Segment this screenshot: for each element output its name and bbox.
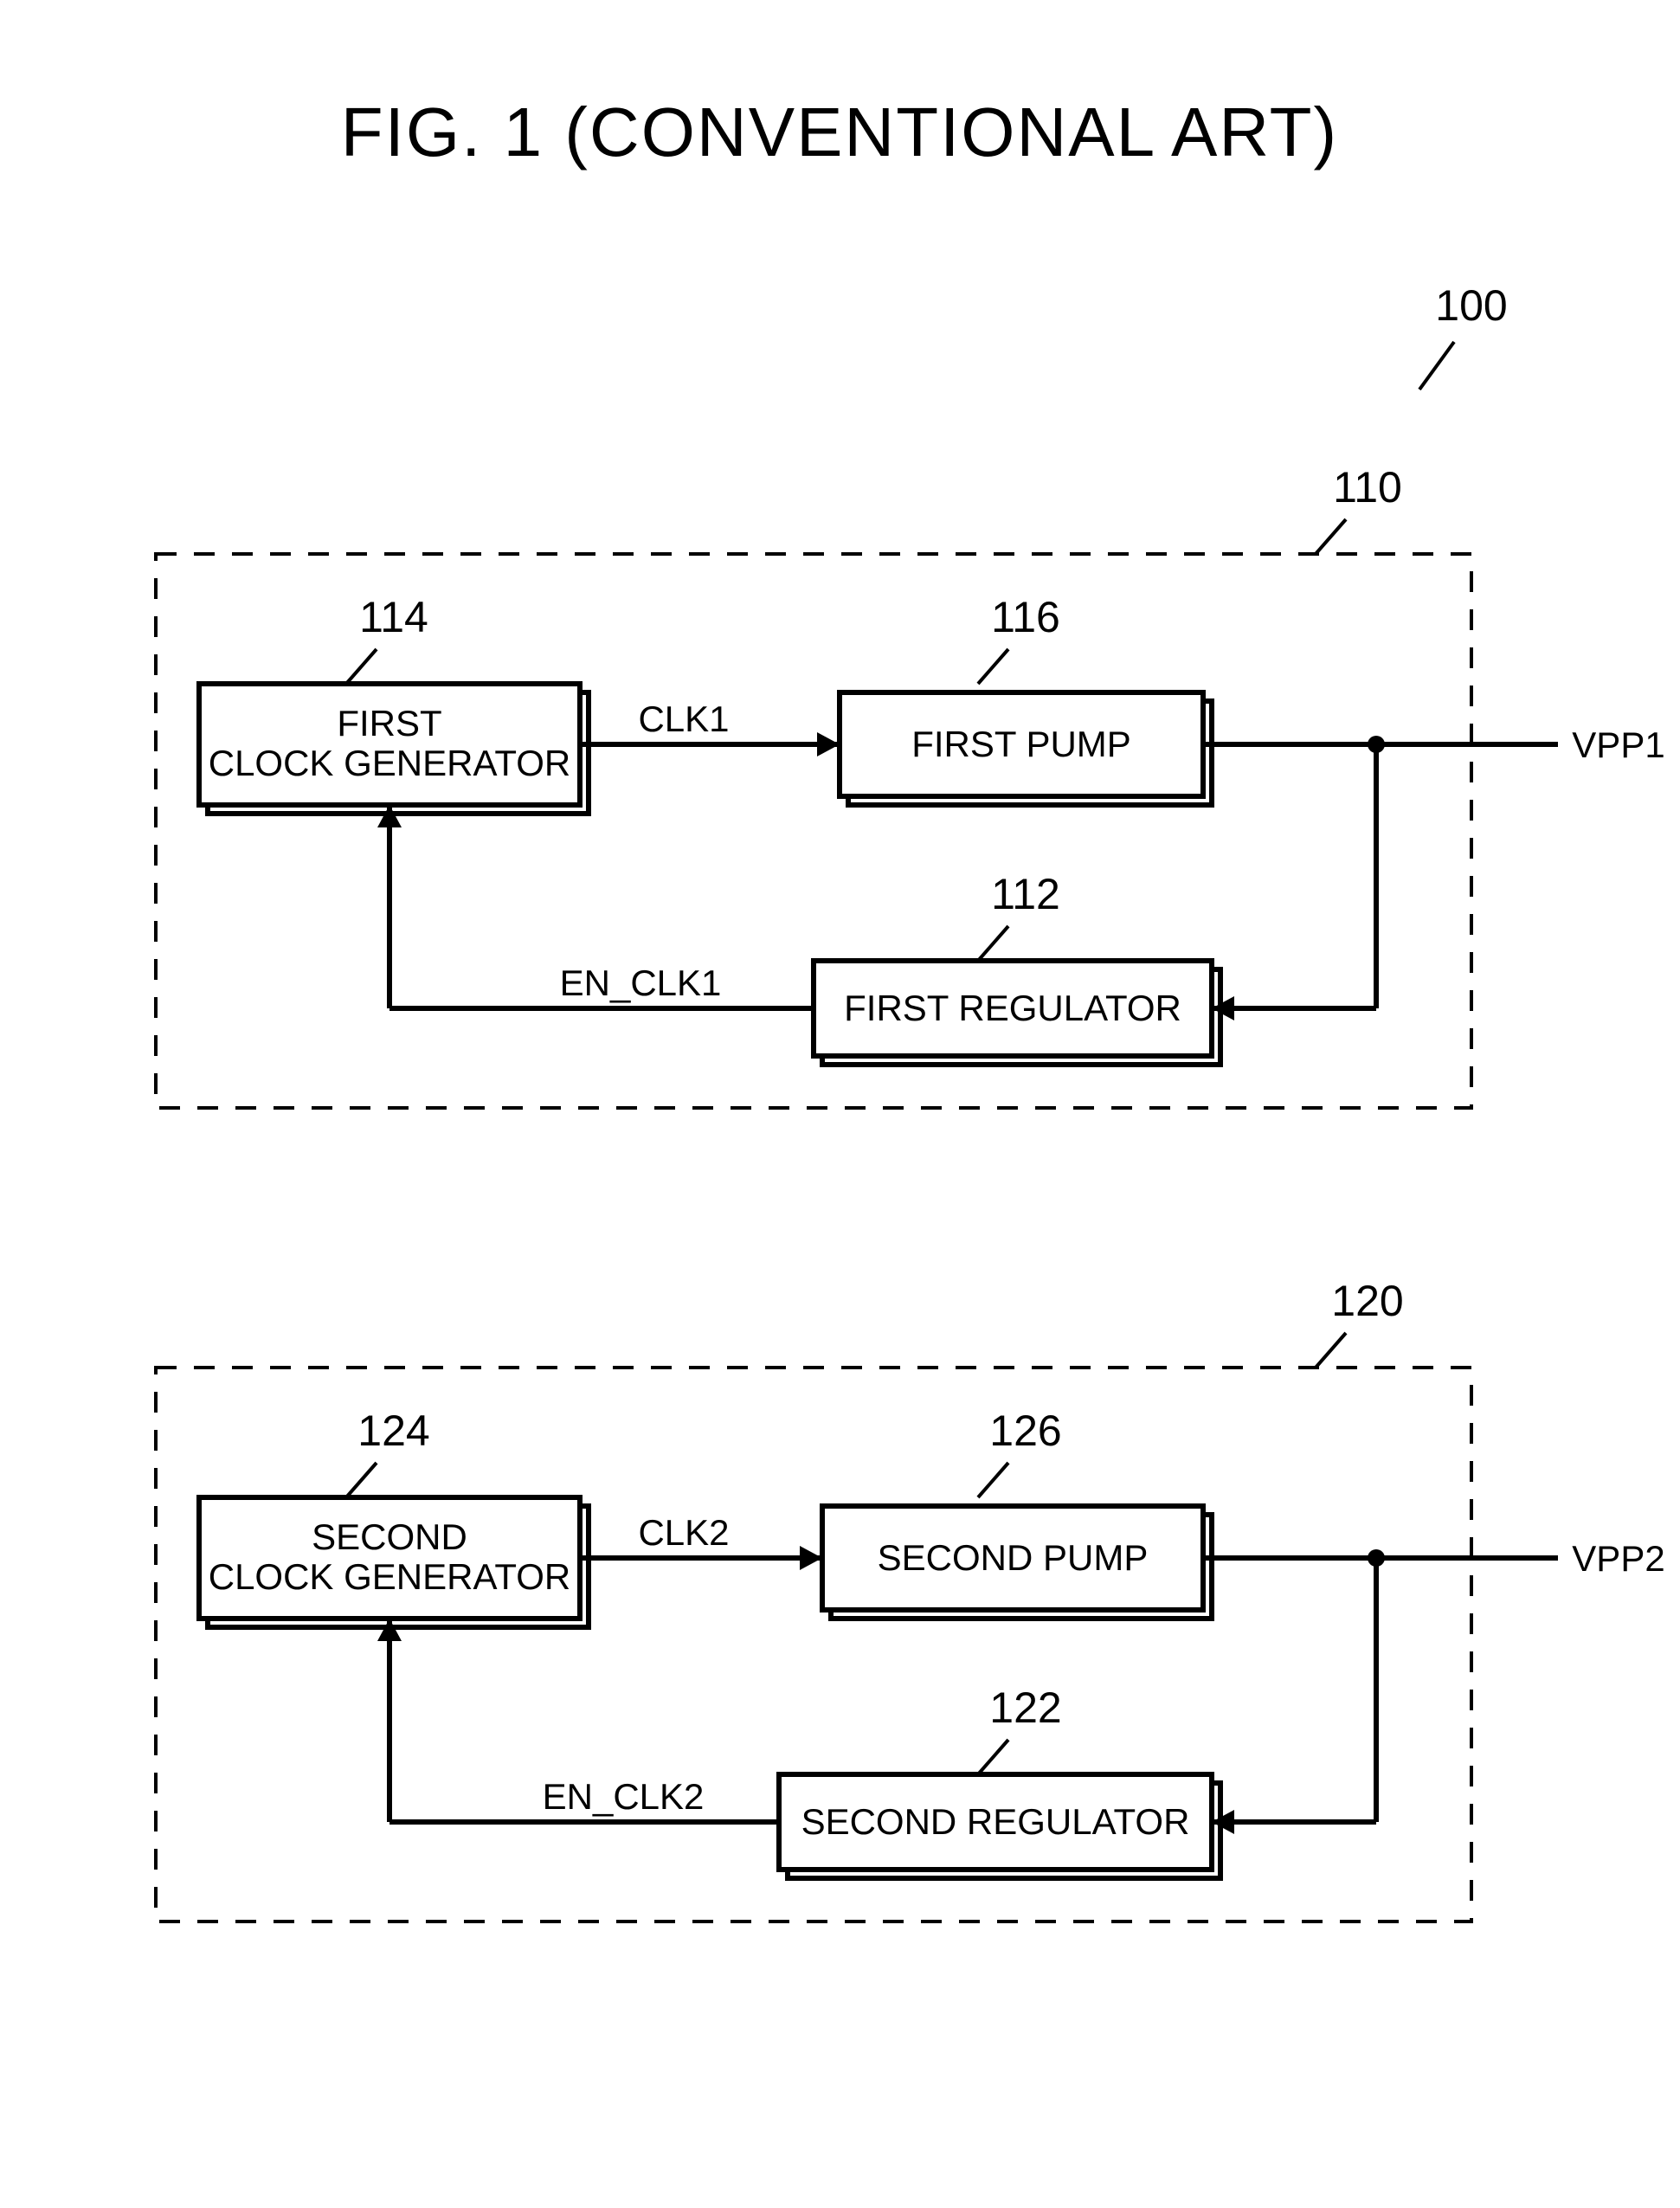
wire — [346, 649, 377, 684]
ref-pump-g2: 126 — [989, 1407, 1061, 1455]
regulator-g2-label: SECOND REGULATOR — [801, 1801, 1190, 1842]
wire — [1419, 342, 1454, 389]
wire — [978, 1740, 1008, 1774]
sig-clk-g1: CLK1 — [638, 698, 729, 739]
clock-generator-g1-label-1: FIRST — [337, 703, 441, 744]
wire — [978, 1463, 1008, 1497]
figure-title: FIG. 1 (CONVENTIONAL ART) — [341, 93, 1338, 171]
sig-en-g2: EN_CLK2 — [543, 1776, 705, 1817]
wire — [978, 649, 1008, 684]
pump-g1-label: FIRST PUMP — [911, 724, 1131, 764]
regulator-g1-label: FIRST REGULATOR — [844, 988, 1181, 1028]
clock-generator-g2-label-1: SECOND — [312, 1516, 467, 1557]
ref-regulator-g2: 122 — [989, 1683, 1061, 1732]
ref-group-g2: 120 — [1331, 1277, 1403, 1325]
sig-en-g1: EN_CLK1 — [560, 962, 722, 1003]
clock-generator-g2-label-2: CLOCK GENERATOR — [209, 1556, 571, 1597]
wire — [1316, 519, 1346, 554]
clock-generator-g1-label-2: CLOCK GENERATOR — [209, 743, 571, 783]
ref-clockgen-g1: 114 — [359, 593, 428, 641]
arrowhead — [817, 732, 840, 756]
ref-regulator-g1: 112 — [991, 870, 1060, 918]
wire — [346, 1463, 377, 1497]
sig-clk-g2: CLK2 — [638, 1512, 729, 1553]
sig-out-g1: VPP1 — [1572, 724, 1664, 765]
ref-group-g1: 110 — [1333, 463, 1402, 512]
wire — [978, 926, 1008, 961]
pump-g2-label: SECOND PUMP — [878, 1537, 1149, 1578]
ref-system: 100 — [1435, 281, 1507, 330]
ref-pump-g1: 116 — [991, 593, 1060, 641]
ref-clockgen-g2: 124 — [357, 1407, 429, 1455]
sig-out-g2: VPP2 — [1572, 1538, 1664, 1579]
wire — [1316, 1333, 1346, 1368]
arrowhead — [800, 1546, 822, 1570]
